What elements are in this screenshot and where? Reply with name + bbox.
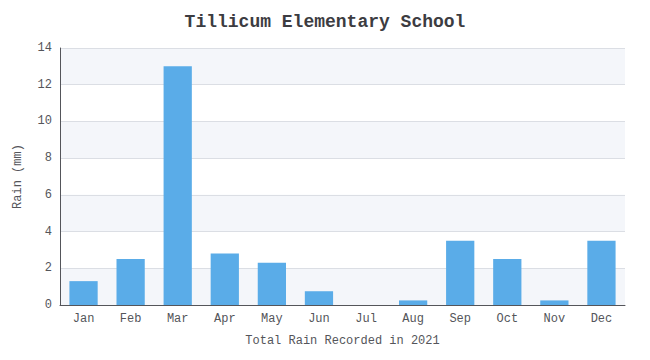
svg-text:6: 6 xyxy=(45,188,52,202)
svg-text:8: 8 xyxy=(45,151,52,165)
svg-text:Apr: Apr xyxy=(214,312,236,326)
svg-text:12: 12 xyxy=(38,78,52,92)
svg-text:0: 0 xyxy=(45,298,52,312)
svg-text:2: 2 xyxy=(45,261,52,275)
svg-text:Tillicum Elementary School: Tillicum Elementary School xyxy=(185,12,466,32)
svg-text:Sep: Sep xyxy=(449,312,471,326)
svg-text:May: May xyxy=(261,312,283,326)
svg-text:Jun: Jun xyxy=(308,312,330,326)
svg-text:Total Rain Recorded in 2021: Total Rain Recorded in 2021 xyxy=(245,334,439,348)
svg-text:Jul: Jul xyxy=(355,312,377,326)
svg-text:Oct: Oct xyxy=(496,312,518,326)
svg-text:Rain (mm): Rain (mm) xyxy=(11,144,25,209)
svg-text:Mar: Mar xyxy=(167,312,189,326)
svg-text:14: 14 xyxy=(38,41,52,55)
svg-text:Aug: Aug xyxy=(402,312,424,326)
svg-text:10: 10 xyxy=(38,114,52,128)
svg-text:Jan: Jan xyxy=(73,312,95,326)
svg-text:Nov: Nov xyxy=(544,312,566,326)
svg-text:Feb: Feb xyxy=(120,312,142,326)
svg-text:Dec: Dec xyxy=(591,312,613,326)
svg-text:4: 4 xyxy=(45,225,52,239)
